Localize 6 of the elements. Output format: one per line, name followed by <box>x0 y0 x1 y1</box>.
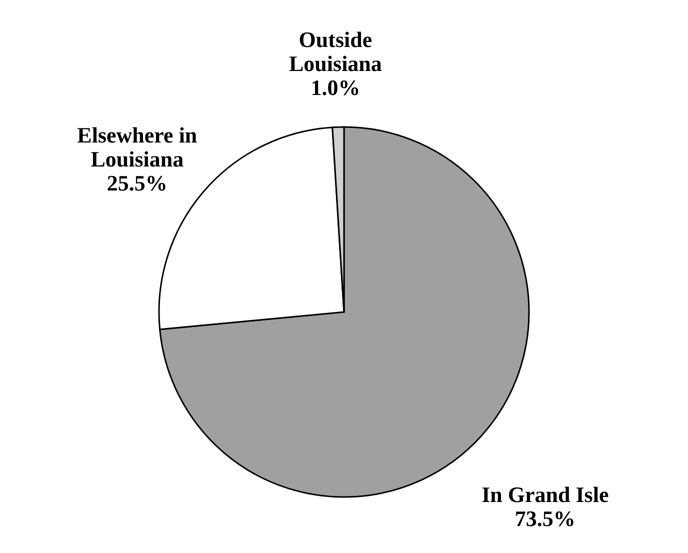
slice-label: Elsewhere in Louisiana <box>77 122 198 172</box>
data-label: 73.5% <box>514 506 576 532</box>
data-label: 25.5% <box>106 170 168 196</box>
data-label: 1.0% <box>310 75 360 100</box>
slice-label: In Grand Isle <box>482 482 609 508</box>
slice-label: Outside Louisiana <box>288 27 382 76</box>
